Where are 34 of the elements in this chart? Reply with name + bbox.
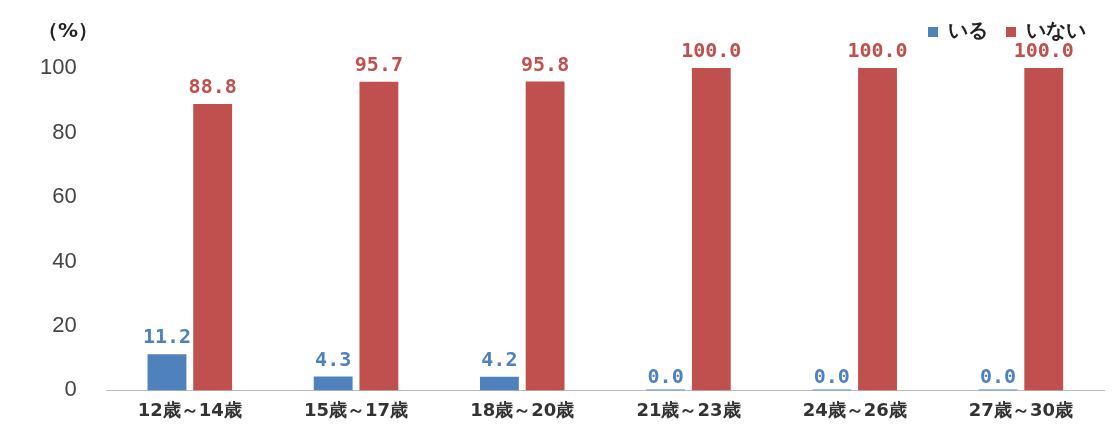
x-tick-label: 15歳～17歳 — [303, 398, 409, 420]
x-tick-label: 12歳～14歳 — [137, 398, 242, 420]
x-tick-label: 27歳～30歳 — [968, 398, 1073, 420]
bar — [313, 376, 353, 391]
y-tick-label: 80 — [52, 118, 77, 144]
bar — [193, 104, 233, 391]
x-tick-label: 21歳～23歳 — [636, 398, 741, 420]
y-tick-label: 0 — [64, 376, 77, 402]
x-tick-label: 18歳～20歳 — [470, 398, 575, 420]
y-tick-label: 100 — [39, 54, 77, 80]
data-label: 11.2 — [142, 324, 192, 349]
data-label: 0.0 — [813, 363, 850, 388]
y-tick-label: 40 — [52, 247, 77, 273]
data-label: 4.3 — [315, 346, 352, 371]
data-label: 95.8 — [521, 51, 570, 76]
bar — [1024, 68, 1064, 391]
bar — [359, 81, 399, 391]
y-axis-title: （%） — [38, 18, 99, 43]
legend-label: いる — [948, 18, 988, 43]
data-label: 100.0 — [681, 38, 742, 63]
bar — [858, 68, 897, 391]
y-tick-label: 20 — [52, 311, 77, 337]
data-label: 95.7 — [354, 52, 403, 77]
data-label: 0.0 — [647, 363, 684, 388]
data-label: 100.0 — [847, 38, 908, 63]
bar — [691, 68, 731, 391]
y-tick-label: 60 — [52, 183, 77, 209]
bar — [525, 81, 565, 391]
data-label: 0.0 — [979, 363, 1017, 388]
bar — [479, 376, 519, 391]
bar — [147, 354, 187, 391]
data-label: 4.2 — [481, 347, 518, 372]
data-label: 88.8 — [188, 74, 237, 99]
x-tick-label: 24歳～26歳 — [802, 398, 907, 420]
